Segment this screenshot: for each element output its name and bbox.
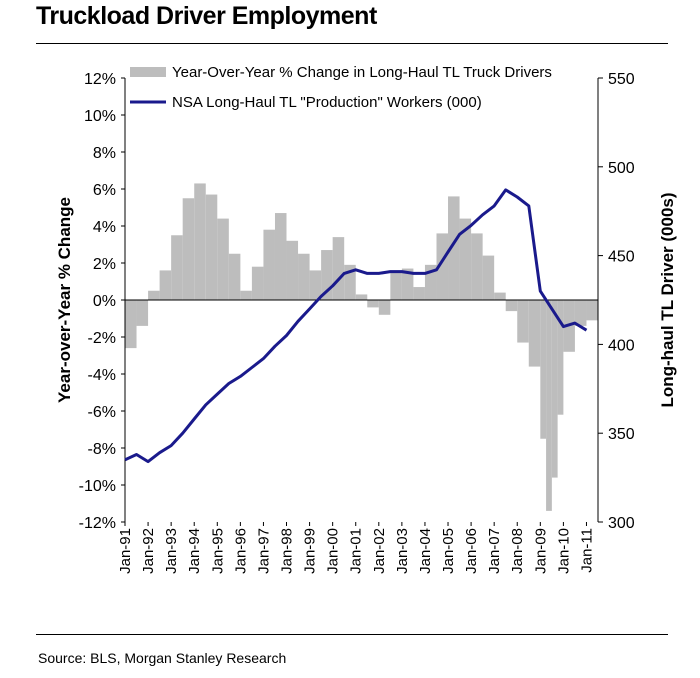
x-tick-label: Jan-02 xyxy=(371,528,388,574)
title-divider xyxy=(36,43,668,44)
x-tick-label: Jan-06 xyxy=(463,528,480,574)
y2-tick-label: 500 xyxy=(608,160,635,177)
source-note: Source: BLS, Morgan Stanley Research xyxy=(38,650,287,666)
bar xyxy=(309,270,322,300)
bar xyxy=(448,196,460,300)
bar xyxy=(136,300,149,326)
y2-tick-label: 300 xyxy=(608,515,635,532)
x-tick-label: Jan-01 xyxy=(348,528,365,574)
bar xyxy=(528,300,541,367)
bar xyxy=(344,264,356,300)
y-tick-label: 6% xyxy=(93,182,116,199)
y-tick-label: 2% xyxy=(93,256,116,273)
y-tick-label: -6% xyxy=(88,404,116,421)
bar xyxy=(125,300,137,349)
y-tick-label: -12% xyxy=(79,515,116,532)
bar xyxy=(228,253,241,300)
y2-tick-label: 400 xyxy=(608,337,635,354)
bar xyxy=(182,198,195,300)
bar xyxy=(413,287,425,300)
bar xyxy=(586,300,598,321)
legend-label-line: NSA Long-Haul TL "Production" Workers (0… xyxy=(172,94,482,111)
x-tick-label: Jan-07 xyxy=(486,528,503,574)
bar xyxy=(159,270,172,300)
bar xyxy=(274,213,287,300)
y-tick-label: -4% xyxy=(88,367,116,384)
bar xyxy=(574,300,587,326)
bar xyxy=(546,300,552,511)
y-tick-label: -8% xyxy=(88,441,116,458)
bar xyxy=(321,250,333,300)
bar xyxy=(424,264,437,300)
x-tick-label: Jan-99 xyxy=(302,528,319,574)
y-tick-label: -2% xyxy=(88,330,116,347)
bar xyxy=(459,218,472,300)
y2-tick-label: 450 xyxy=(608,249,635,266)
bar xyxy=(240,290,252,300)
page-title: Truckload Driver Employment xyxy=(36,2,377,30)
bar xyxy=(194,183,206,300)
bar xyxy=(436,233,449,300)
y2-tick-label: 350 xyxy=(608,426,635,443)
x-tick-label: Jan-92 xyxy=(140,528,157,574)
bar xyxy=(263,229,275,300)
bar xyxy=(251,266,264,300)
x-tick-label: Jan-03 xyxy=(394,528,411,574)
bar xyxy=(332,237,345,300)
y-tick-label: 0% xyxy=(93,293,116,310)
bar xyxy=(367,300,379,308)
y-tick-label: -10% xyxy=(79,478,116,495)
bar xyxy=(505,300,518,312)
x-tick-label: Jan-96 xyxy=(232,528,249,574)
x-tick-label: Jan-09 xyxy=(532,528,549,574)
x-tick-label: Jan-94 xyxy=(186,528,203,574)
bars-group xyxy=(125,183,598,511)
x-tick-label: Jan-05 xyxy=(440,528,457,574)
bar xyxy=(494,292,506,300)
bar xyxy=(540,300,547,439)
x-tick-label: Jan-93 xyxy=(163,528,180,574)
y-tick-label: 8% xyxy=(93,145,116,162)
bar xyxy=(551,300,558,478)
y-tick-label: 10% xyxy=(84,108,116,125)
x-tick-label: Jan-95 xyxy=(209,528,226,574)
bar xyxy=(390,270,402,300)
bar xyxy=(217,218,229,300)
bar xyxy=(286,240,299,300)
y2-axis-label: Long-haul TL Driver (000s) xyxy=(658,192,677,407)
bar xyxy=(557,300,564,415)
x-tick-label: Jan-08 xyxy=(509,528,526,574)
x-tick-label: Jan-11 xyxy=(578,528,595,573)
bar xyxy=(471,233,483,300)
bar xyxy=(171,235,183,300)
bar xyxy=(517,300,529,343)
bar xyxy=(148,290,160,300)
bar xyxy=(355,294,368,300)
legend-label-bars: Year-Over-Year % Change in Long-Haul TL … xyxy=(172,64,552,81)
legend: Year-Over-Year % Change in Long-Haul TL … xyxy=(130,64,552,111)
legend-swatch-bars xyxy=(130,67,166,77)
bar xyxy=(482,255,495,300)
axes-group: 12% 10% 8% 6% 4% 2% 0% -2% -4% -6% -8% -10% -12% 550 5… xyxy=(79,71,635,574)
y-tick-label: 12% xyxy=(84,71,116,88)
bar xyxy=(298,253,310,300)
bar xyxy=(205,194,218,300)
x-tick-label: Jan-98 xyxy=(279,528,296,574)
y-axis-label: Year-over-Year % Change xyxy=(55,197,74,403)
x-tick-label: Jan-91 xyxy=(117,528,134,574)
footer-divider xyxy=(36,634,668,635)
series-line xyxy=(124,188,588,464)
y-tick-label: 4% xyxy=(93,219,116,236)
x-tick-label: Jan-97 xyxy=(255,528,272,574)
bar xyxy=(401,268,414,300)
x-tick-label: Jan-10 xyxy=(555,528,572,574)
line-group xyxy=(124,188,588,464)
bar xyxy=(378,300,391,315)
y2-tick-label: 550 xyxy=(608,71,635,88)
x-tick-label: Jan-00 xyxy=(325,528,342,574)
x-tick-label: Jan-04 xyxy=(417,528,434,574)
